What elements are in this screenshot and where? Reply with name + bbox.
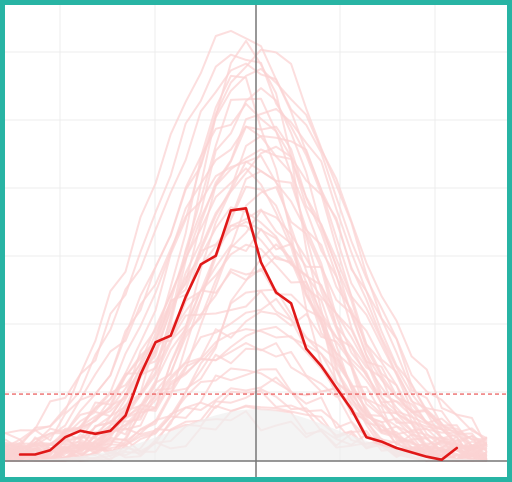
chart — [5, 5, 507, 477]
